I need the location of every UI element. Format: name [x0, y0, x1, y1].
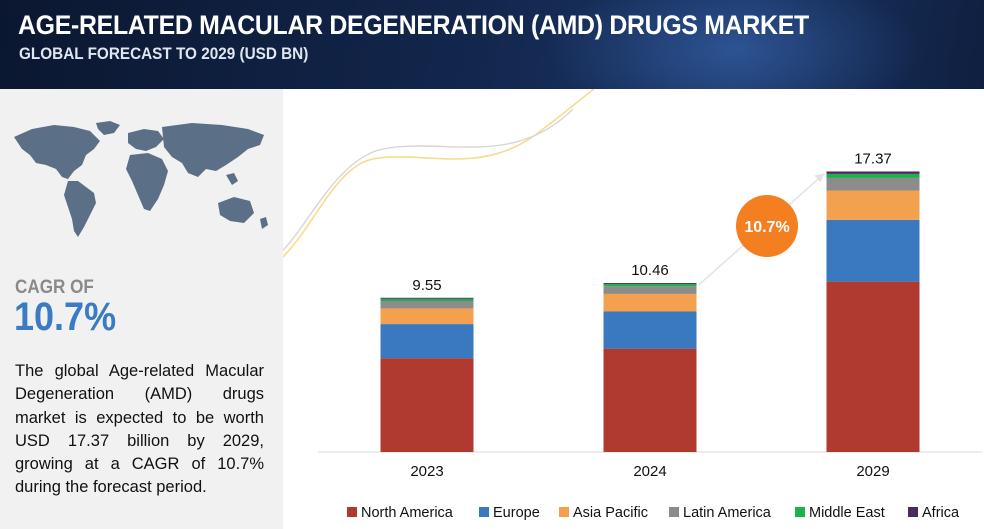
bar-2023-asia-pacific [380, 308, 474, 325]
legend-label-middle-east: Middle East [809, 505, 885, 521]
world-map-icon [14, 121, 268, 237]
market-description: The global Age-related Macular Degenerat… [15, 362, 264, 497]
bar-2029-north-america [826, 281, 920, 452]
bar-2024-africa [603, 283, 697, 285]
bar-2029-middle-east [826, 173, 920, 178]
bar-2023-middle-east [380, 298, 474, 301]
page-title: AGE-RELATED MACULAR DEGENERATION (AMD) D… [18, 10, 809, 40]
legend-label-asia-pacific: Asia Pacific [573, 505, 648, 521]
x-tick-label-2024: 2024 [633, 463, 666, 480]
bar-2029-europe [826, 219, 920, 282]
legend-swatch-north-america [347, 507, 357, 517]
legend-swatch-europe [479, 507, 489, 517]
legend-swatch-africa [908, 507, 918, 517]
x-tick-label-2023: 2023 [410, 463, 443, 480]
legend-label-north-america: North America [361, 505, 454, 521]
page-subtitle: GLOBAL FORECAST TO 2029 (USD BN) [19, 44, 309, 63]
summary-panel: CAGR OF 10.7% The global Age-related Mac… [0, 89, 283, 529]
cagr-badge-label: 10.7% [744, 219, 789, 236]
bar-2029-africa [826, 171, 920, 174]
cagr-badge [736, 195, 798, 257]
bar-2023-latin-america [380, 300, 474, 309]
legend-label-latin-america: Latin America [683, 505, 772, 521]
bar-2024-europe [603, 311, 697, 349]
stacked-bar-chart: 9.55 2023 10.46 2024 17.37 2029 10.7% North A… [283, 89, 982, 521]
header-glow [544, 0, 924, 89]
total-label-2024: 10.46 [631, 262, 669, 279]
bar-2024-north-america [603, 348, 697, 452]
bar-2024-asia-pacific [603, 293, 697, 312]
legend-label-europe: Europe [493, 505, 540, 521]
bar-2023-north-america [380, 358, 474, 452]
x-tick-label-2029: 2029 [856, 463, 889, 480]
legend-swatch-latin-america [669, 507, 679, 517]
bar-2029-latin-america [826, 177, 920, 191]
bar-2023-africa [380, 297, 474, 299]
legend-swatch-asia-pacific [559, 507, 569, 517]
legend-swatch-middle-east [795, 507, 805, 517]
bar-2023-europe [380, 324, 474, 359]
cagr-value: 10.7% [14, 295, 117, 339]
cagr-label: CAGR OF [15, 277, 94, 298]
bar-2024-latin-america [603, 286, 697, 294]
decorative-swoosh [283, 89, 595, 258]
total-label-2023: 9.55 [412, 277, 441, 294]
bar-2029-asia-pacific [826, 190, 920, 220]
legend-label-africa: Africa [922, 505, 960, 521]
bar-2024-middle-east [603, 284, 697, 287]
total-label-2029: 17.37 [854, 150, 892, 167]
cagr-arrow-head [814, 173, 825, 183]
header-banner: AGE-RELATED MACULAR DEGENERATION (AMD) D… [0, 0, 984, 89]
